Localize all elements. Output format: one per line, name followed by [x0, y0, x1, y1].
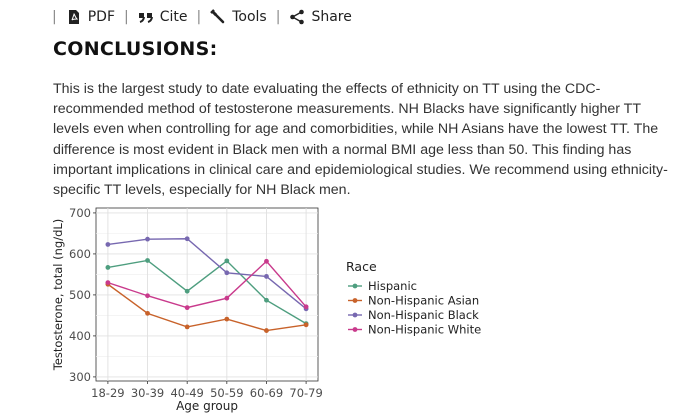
- data-point: [264, 297, 269, 303]
- data-point: [145, 293, 150, 299]
- data-point: [303, 322, 309, 328]
- y-tick-label: 300: [69, 370, 91, 384]
- section-heading: CONCLUSIONS:: [53, 38, 218, 60]
- data-point: [264, 274, 269, 279]
- article-toolbar: | PDF | Cite | Tools | Sha: [52, 6, 352, 28]
- toolbar-separator: |: [52, 9, 57, 25]
- legend-entry: Hispanic: [368, 279, 417, 293]
- y-tick-label: 500: [69, 288, 91, 302]
- series-line: [107, 260, 307, 309]
- y-tick-label: 600: [69, 247, 91, 261]
- legend-swatch-point: [352, 312, 358, 318]
- pdf-button[interactable]: PDF: [66, 9, 115, 25]
- conclusions-paragraph: This is the largest study to date evalua…: [53, 81, 668, 199]
- quote-icon: [138, 13, 153, 23]
- data-point: [184, 324, 190, 330]
- data-point: [184, 305, 190, 311]
- y-axis-label: Testosterone, total (ng/dL): [51, 219, 65, 372]
- data-point: [145, 236, 150, 242]
- data-point: [105, 280, 111, 286]
- legend-entry: Non-Hispanic White: [368, 323, 481, 337]
- y-tick-label: 400: [69, 329, 91, 343]
- data-point: [105, 265, 111, 270]
- series-line: [107, 259, 307, 325]
- data-point: [184, 236, 190, 242]
- toolbar-separator: |: [275, 9, 281, 25]
- legend-swatch-point: [352, 327, 358, 332]
- x-tick-label: 30-39: [131, 386, 164, 400]
- share-icon: [290, 9, 305, 25]
- share-label: Share: [311, 9, 352, 25]
- x-tick-label: 70-79: [289, 386, 322, 400]
- data-point: [145, 310, 150, 316]
- tools-button[interactable]: Tools: [210, 9, 267, 25]
- x-tick-label: 18-29: [91, 386, 124, 400]
- data-point: [224, 270, 230, 276]
- pdf-label: PDF: [87, 9, 115, 25]
- data-point: [184, 288, 190, 294]
- legend-entry: Non-Hispanic Asian: [368, 294, 479, 308]
- x-axis-label: Age group: [176, 399, 238, 413]
- share-button[interactable]: Share: [289, 9, 352, 25]
- legend-entry: Non-Hispanic Black: [368, 308, 479, 322]
- y-tick-label: 700: [69, 206, 91, 220]
- data-point: [264, 328, 269, 333]
- data-point: [224, 258, 230, 264]
- legend-swatch-point: [352, 298, 358, 303]
- x-tick-label: 60-69: [250, 386, 283, 400]
- data-point: [105, 242, 111, 247]
- legend-swatch-point: [352, 283, 358, 289]
- x-tick-label: 40-49: [170, 386, 203, 400]
- data-point: [264, 258, 269, 264]
- tools-label: Tools: [232, 9, 267, 25]
- wrench-icon: [210, 9, 225, 24]
- testosterone-line-chart: 300 400 500 600 700 18-29 30-39 40-49 50-59 60-69…: [51, 206, 481, 413]
- series-line: [107, 283, 307, 332]
- cite-label: Cite: [159, 9, 188, 25]
- toolbar-separator: |: [196, 9, 202, 25]
- cite-button[interactable]: Cite: [138, 9, 188, 25]
- toolbar-separator: |: [124, 9, 129, 25]
- data-point: [224, 295, 230, 301]
- data-point: [145, 258, 150, 263]
- data-point: [303, 304, 309, 310]
- series-line: [107, 238, 307, 310]
- data-point: [224, 316, 230, 322]
- legend-title: Race: [346, 259, 377, 274]
- pdf-file-icon: [68, 10, 79, 24]
- x-tick-label: 50-59: [210, 386, 243, 400]
